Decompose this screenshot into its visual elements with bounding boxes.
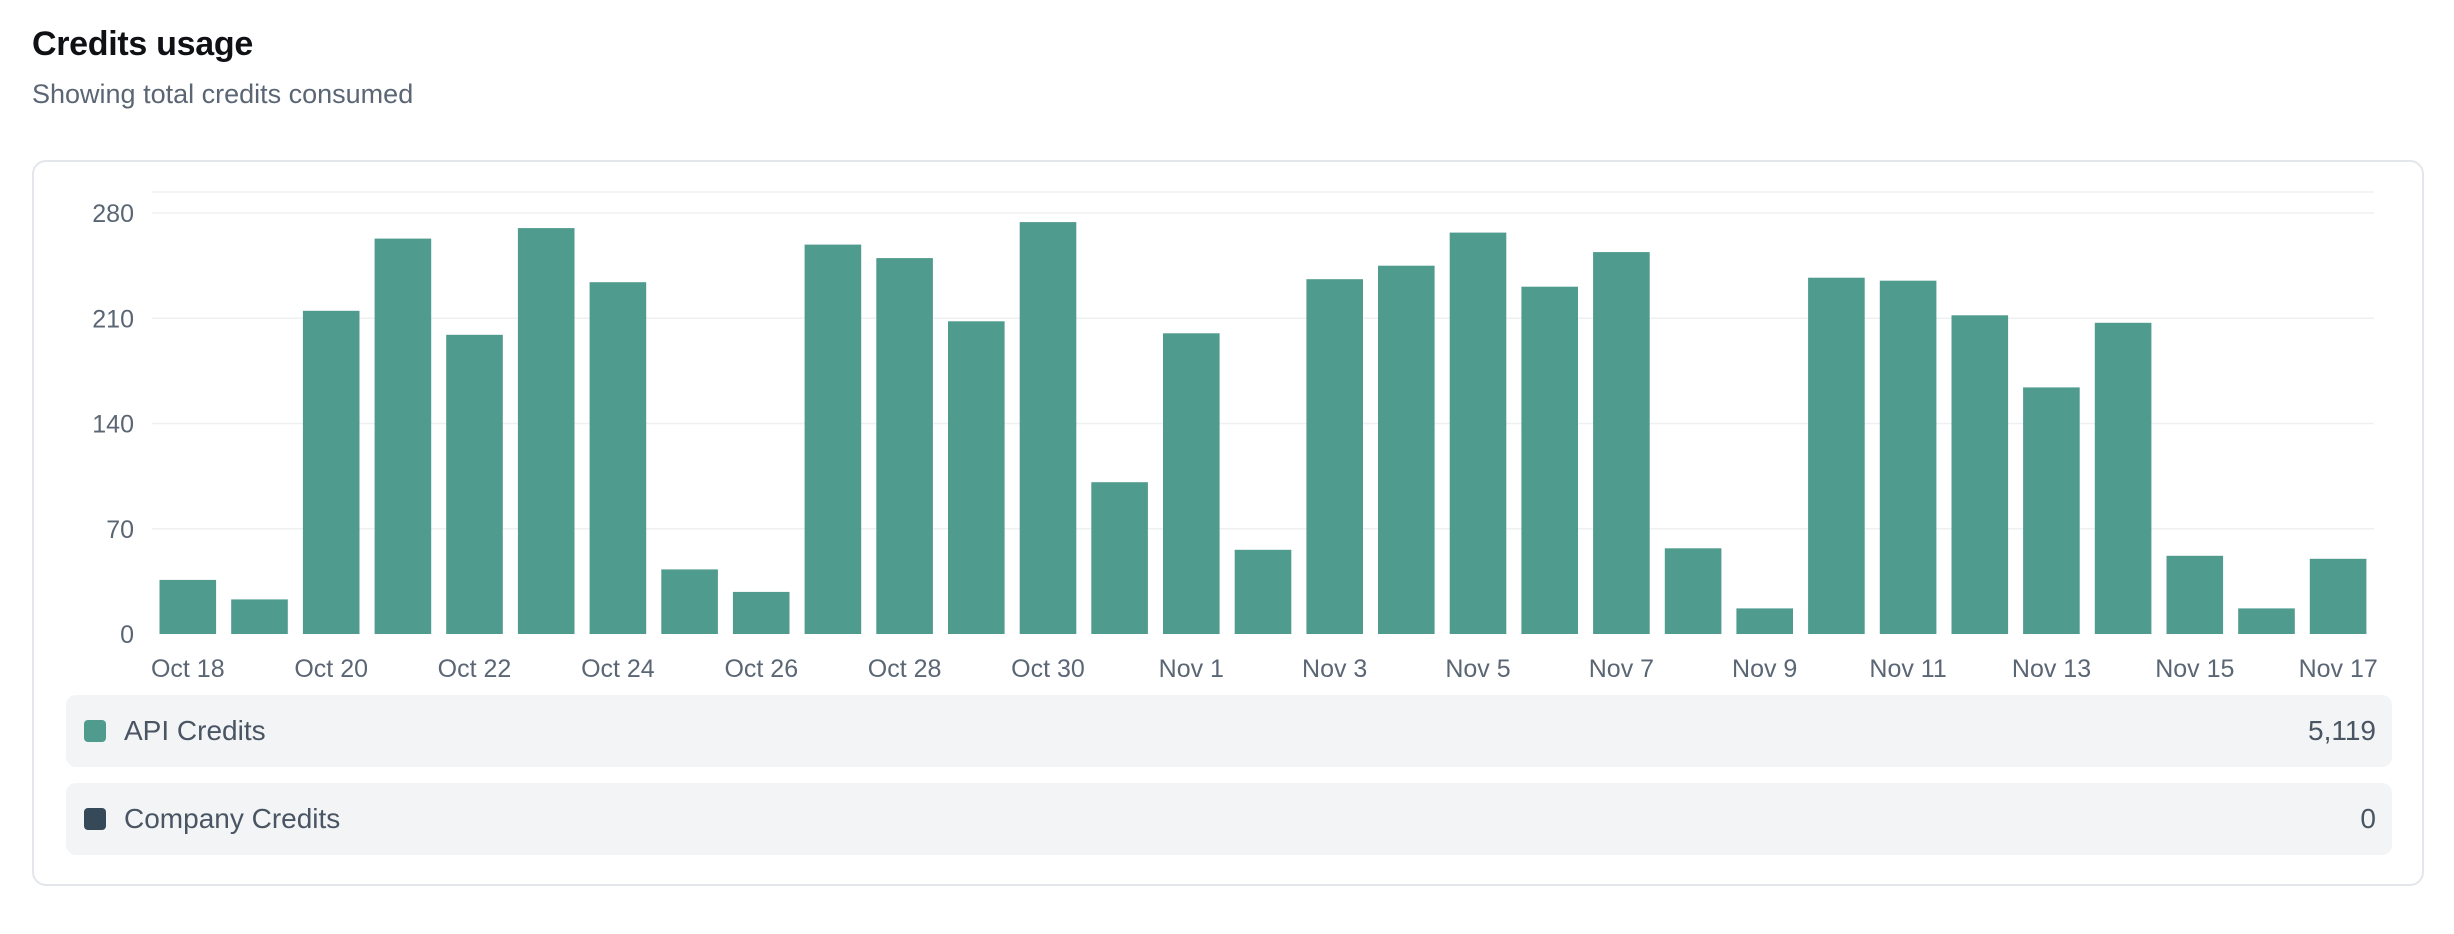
bar-api-credits[interactable] [1736, 608, 1793, 634]
bar-api-credits[interactable] [2023, 387, 2080, 634]
bar-api-credits[interactable] [1234, 549, 1292, 634]
bar-api-credits[interactable] [1951, 315, 2009, 634]
x-tick-label: Oct 24 [581, 655, 655, 683]
y-tick-label: 0 [120, 621, 134, 649]
x-tick-label: Oct 18 [151, 655, 225, 683]
bar-api-credits[interactable] [2238, 608, 2295, 634]
bar-api-credits[interactable] [1378, 265, 1435, 634]
x-tick-label: Nov 3 [1302, 655, 1367, 683]
bar-api-credits[interactable] [732, 591, 790, 634]
x-tick-label: Nov 7 [1589, 655, 1654, 683]
bar-api-credits[interactable] [1306, 279, 1363, 634]
bar-api-credits[interactable] [1019, 222, 1077, 634]
api-credits-swatch [84, 720, 106, 742]
chart-card: 0 70 140 210 280 Oct 18 Oct 20 Oct 22 Oct 24 Oct … [32, 160, 2424, 886]
bar-api-credits[interactable] [876, 258, 933, 634]
bar-api-credits[interactable] [2166, 555, 2224, 634]
legend-value: 5,119 [2308, 715, 2376, 746]
x-tick-label: Oct 22 [438, 655, 512, 683]
bar-api-credits[interactable] [1521, 286, 1578, 634]
x-tick-label: Nov 15 [2155, 655, 2234, 683]
bar-api-credits[interactable] [1593, 252, 1650, 634]
y-tick-label: 140 [92, 411, 134, 439]
y-tick-label: 70 [106, 516, 134, 544]
legend-value: 0 [2360, 803, 2376, 834]
bar-chart: 0 70 140 210 280 Oct 18 Oct 20 Oct 22 Oct 24 Oct … [92, 191, 2378, 683]
bar-api-credits[interactable] [948, 321, 1005, 634]
company-credits-swatch [84, 808, 106, 830]
bar-api-credits[interactable] [374, 238, 432, 634]
bar-api-credits[interactable] [1163, 333, 1220, 634]
x-tick-label: Nov 17 [2299, 655, 2378, 683]
bar-api-credits[interactable] [661, 569, 718, 634]
x-tick-label: Nov 9 [1732, 655, 1797, 683]
bar-api-credits[interactable] [589, 282, 647, 634]
bar-api-credits[interactable] [2309, 558, 2367, 634]
bar-api-credits[interactable] [1879, 280, 1937, 634]
y-tick-label: 210 [92, 305, 134, 333]
bar-api-credits[interactable] [2094, 322, 2152, 634]
x-tick-label: Oct 30 [1011, 655, 1085, 683]
legend-label: API Credits [124, 715, 266, 746]
bar-api-credits[interactable] [1449, 232, 1507, 634]
x-tick-label: Nov 5 [1445, 655, 1510, 683]
x-tick-label: Oct 26 [724, 655, 798, 683]
bar-api-credits[interactable] [804, 244, 862, 634]
page-subtitle: Showing total credits consumed [32, 79, 414, 109]
legend-item-api-credits[interactable]: API Credits 5,119 [66, 695, 2392, 767]
x-tick-label: Nov 1 [1159, 655, 1224, 683]
legend-item-company-credits[interactable]: Company Credits 0 [66, 783, 2392, 855]
x-tick-label: Nov 11 [1869, 655, 1946, 683]
x-tick-label: Oct 28 [868, 655, 942, 683]
y-tick-label: 280 [92, 200, 134, 228]
bar-api-credits[interactable] [1664, 548, 1722, 634]
bar-api-credits[interactable] [1091, 482, 1148, 634]
bar-api-credits[interactable] [1808, 277, 1865, 634]
x-tick-label: Oct 20 [294, 655, 368, 683]
bar-api-credits[interactable] [159, 579, 217, 634]
bar-api-credits[interactable] [517, 228, 575, 634]
x-tick-label: Nov 13 [2012, 655, 2091, 683]
bar-api-credits[interactable] [302, 310, 360, 634]
bar-api-credits[interactable] [231, 599, 288, 634]
bar-api-credits[interactable] [446, 334, 503, 634]
page-header: Credits usage Showing total credits cons… [32, 22, 413, 114]
legend-label: Company Credits [124, 803, 341, 834]
page-title: Credits usage [32, 25, 253, 63]
